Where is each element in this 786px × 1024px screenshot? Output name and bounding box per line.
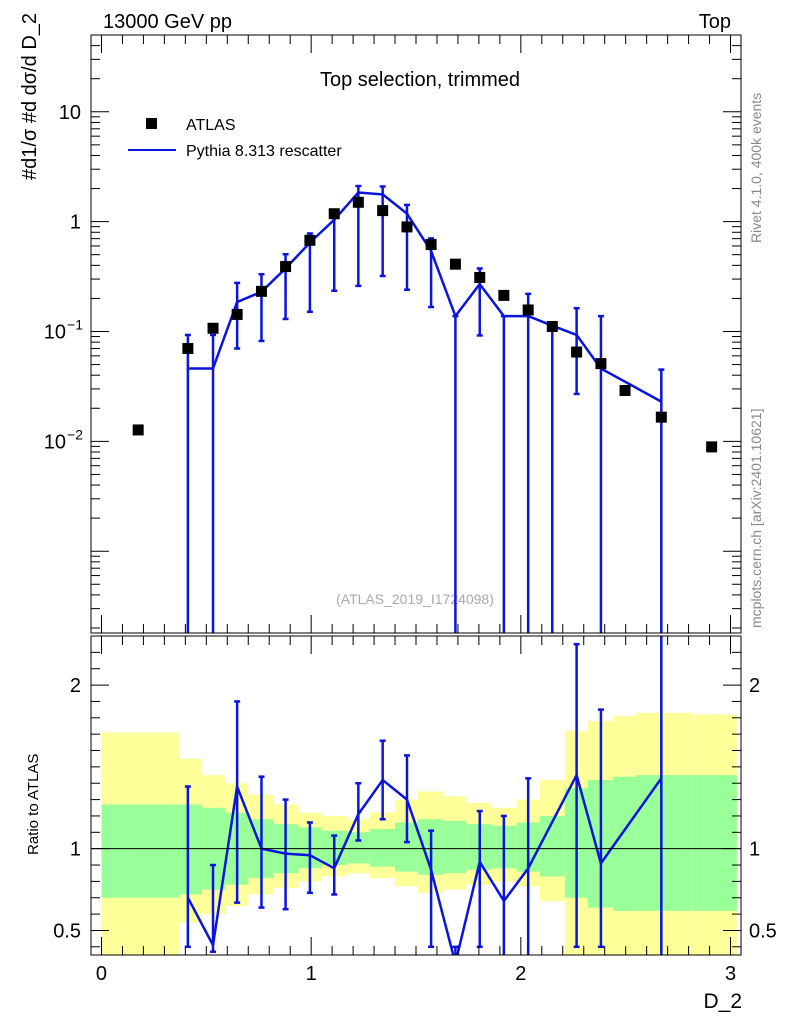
ratio-line [186,771,663,955]
ratio-band-inner [613,776,637,911]
main-ytick-label: 10 [59,102,81,124]
legend: ATLAS Pythia 8.313 rescatter [128,117,342,160]
atlas-point [546,321,558,333]
ratio-ytick-label-left: 0.5 [53,920,81,942]
x-tick-label: 3 [725,963,736,985]
atlas-point [328,208,340,220]
legend-atlas-label: ATLAS [186,117,236,134]
atlas-point [498,289,510,301]
atlas-point [132,424,144,436]
atlas-point [571,346,583,358]
ratio-band-inner [395,822,419,872]
atlas-point [619,385,631,397]
main-ytick-label: 10 [44,321,66,343]
x-tick-label: 1 [306,963,317,985]
main-ylabel: #d1/σ #d dσ/d D_2 [19,13,41,180]
main-ytick-label: 10 [44,431,66,453]
main-ytick-label-exponent: −1 [67,316,83,332]
analysis-watermark: (ATLAS_2019_I1724098) [336,591,494,607]
atlas-point [352,196,364,208]
atlas-point [304,234,316,246]
atlas-point [474,272,486,284]
atlas-point [706,441,718,453]
main-ytick-label: 1 [70,212,81,234]
atlas-point [231,308,243,320]
ratio-band-inner [692,775,737,911]
atlas-point [377,205,389,217]
main-panel: Top selection, trimmed (ATLAS_2019_I1724… [44,34,742,634]
ratio-band-inner [443,820,467,874]
x-axis-label: D_2 [703,990,742,1013]
main-ytick-label-exponent: −2 [67,426,83,442]
chart-title: Top selection, trimmed [320,69,520,91]
ratio-band-inner [539,815,565,877]
atlas-point [425,238,437,250]
ratio-band-inner [179,804,203,895]
legend-atlas-marker [146,118,157,129]
process-label: Top [699,11,731,33]
atlas-point [280,261,292,273]
atlas-point [182,343,194,355]
ratio-panel: 0.5 0.5 1 1 2 2 0 1 2 3 [53,635,777,985]
ratio-ytick-label-left: 1 [70,839,81,861]
ratio-band-inner [636,775,693,911]
atlas-point [401,221,413,233]
legend-pythia-label: Pythia 8.313 rescatter [186,143,342,160]
ratio-ylabel: Ratio to ATLAS [25,754,42,855]
x-tick-label: 2 [515,963,526,985]
atlas-point [655,411,667,423]
atlas-point [207,322,219,334]
ratio-band-inner [101,804,180,898]
ratio-band-inner [369,829,396,867]
site-label: mcplots.cern.ch [arXiv:2401.10621] [748,409,764,628]
ratio-ytick-label-right: 0.5 [749,920,777,942]
atlas-point [255,285,267,297]
atlas-point [595,358,607,370]
atlas-point [449,258,461,270]
beam-label: 13000 GeV pp [103,11,232,33]
ratio-ytick-label-right: 1 [749,839,760,861]
ratio-ytick-label-left: 2 [70,675,81,697]
main-ylabel-text: #d1/σ #d dσ/d D_2 [19,13,41,180]
ratio-band-inner [346,832,370,864]
x-tick-label: 0 [96,963,107,985]
ratio-ytick-label-right: 2 [749,675,760,697]
rivet-label: Rivet 4.1.0, 400k events [748,93,764,243]
pythia-line [187,191,662,403]
atlas-point [522,304,534,316]
